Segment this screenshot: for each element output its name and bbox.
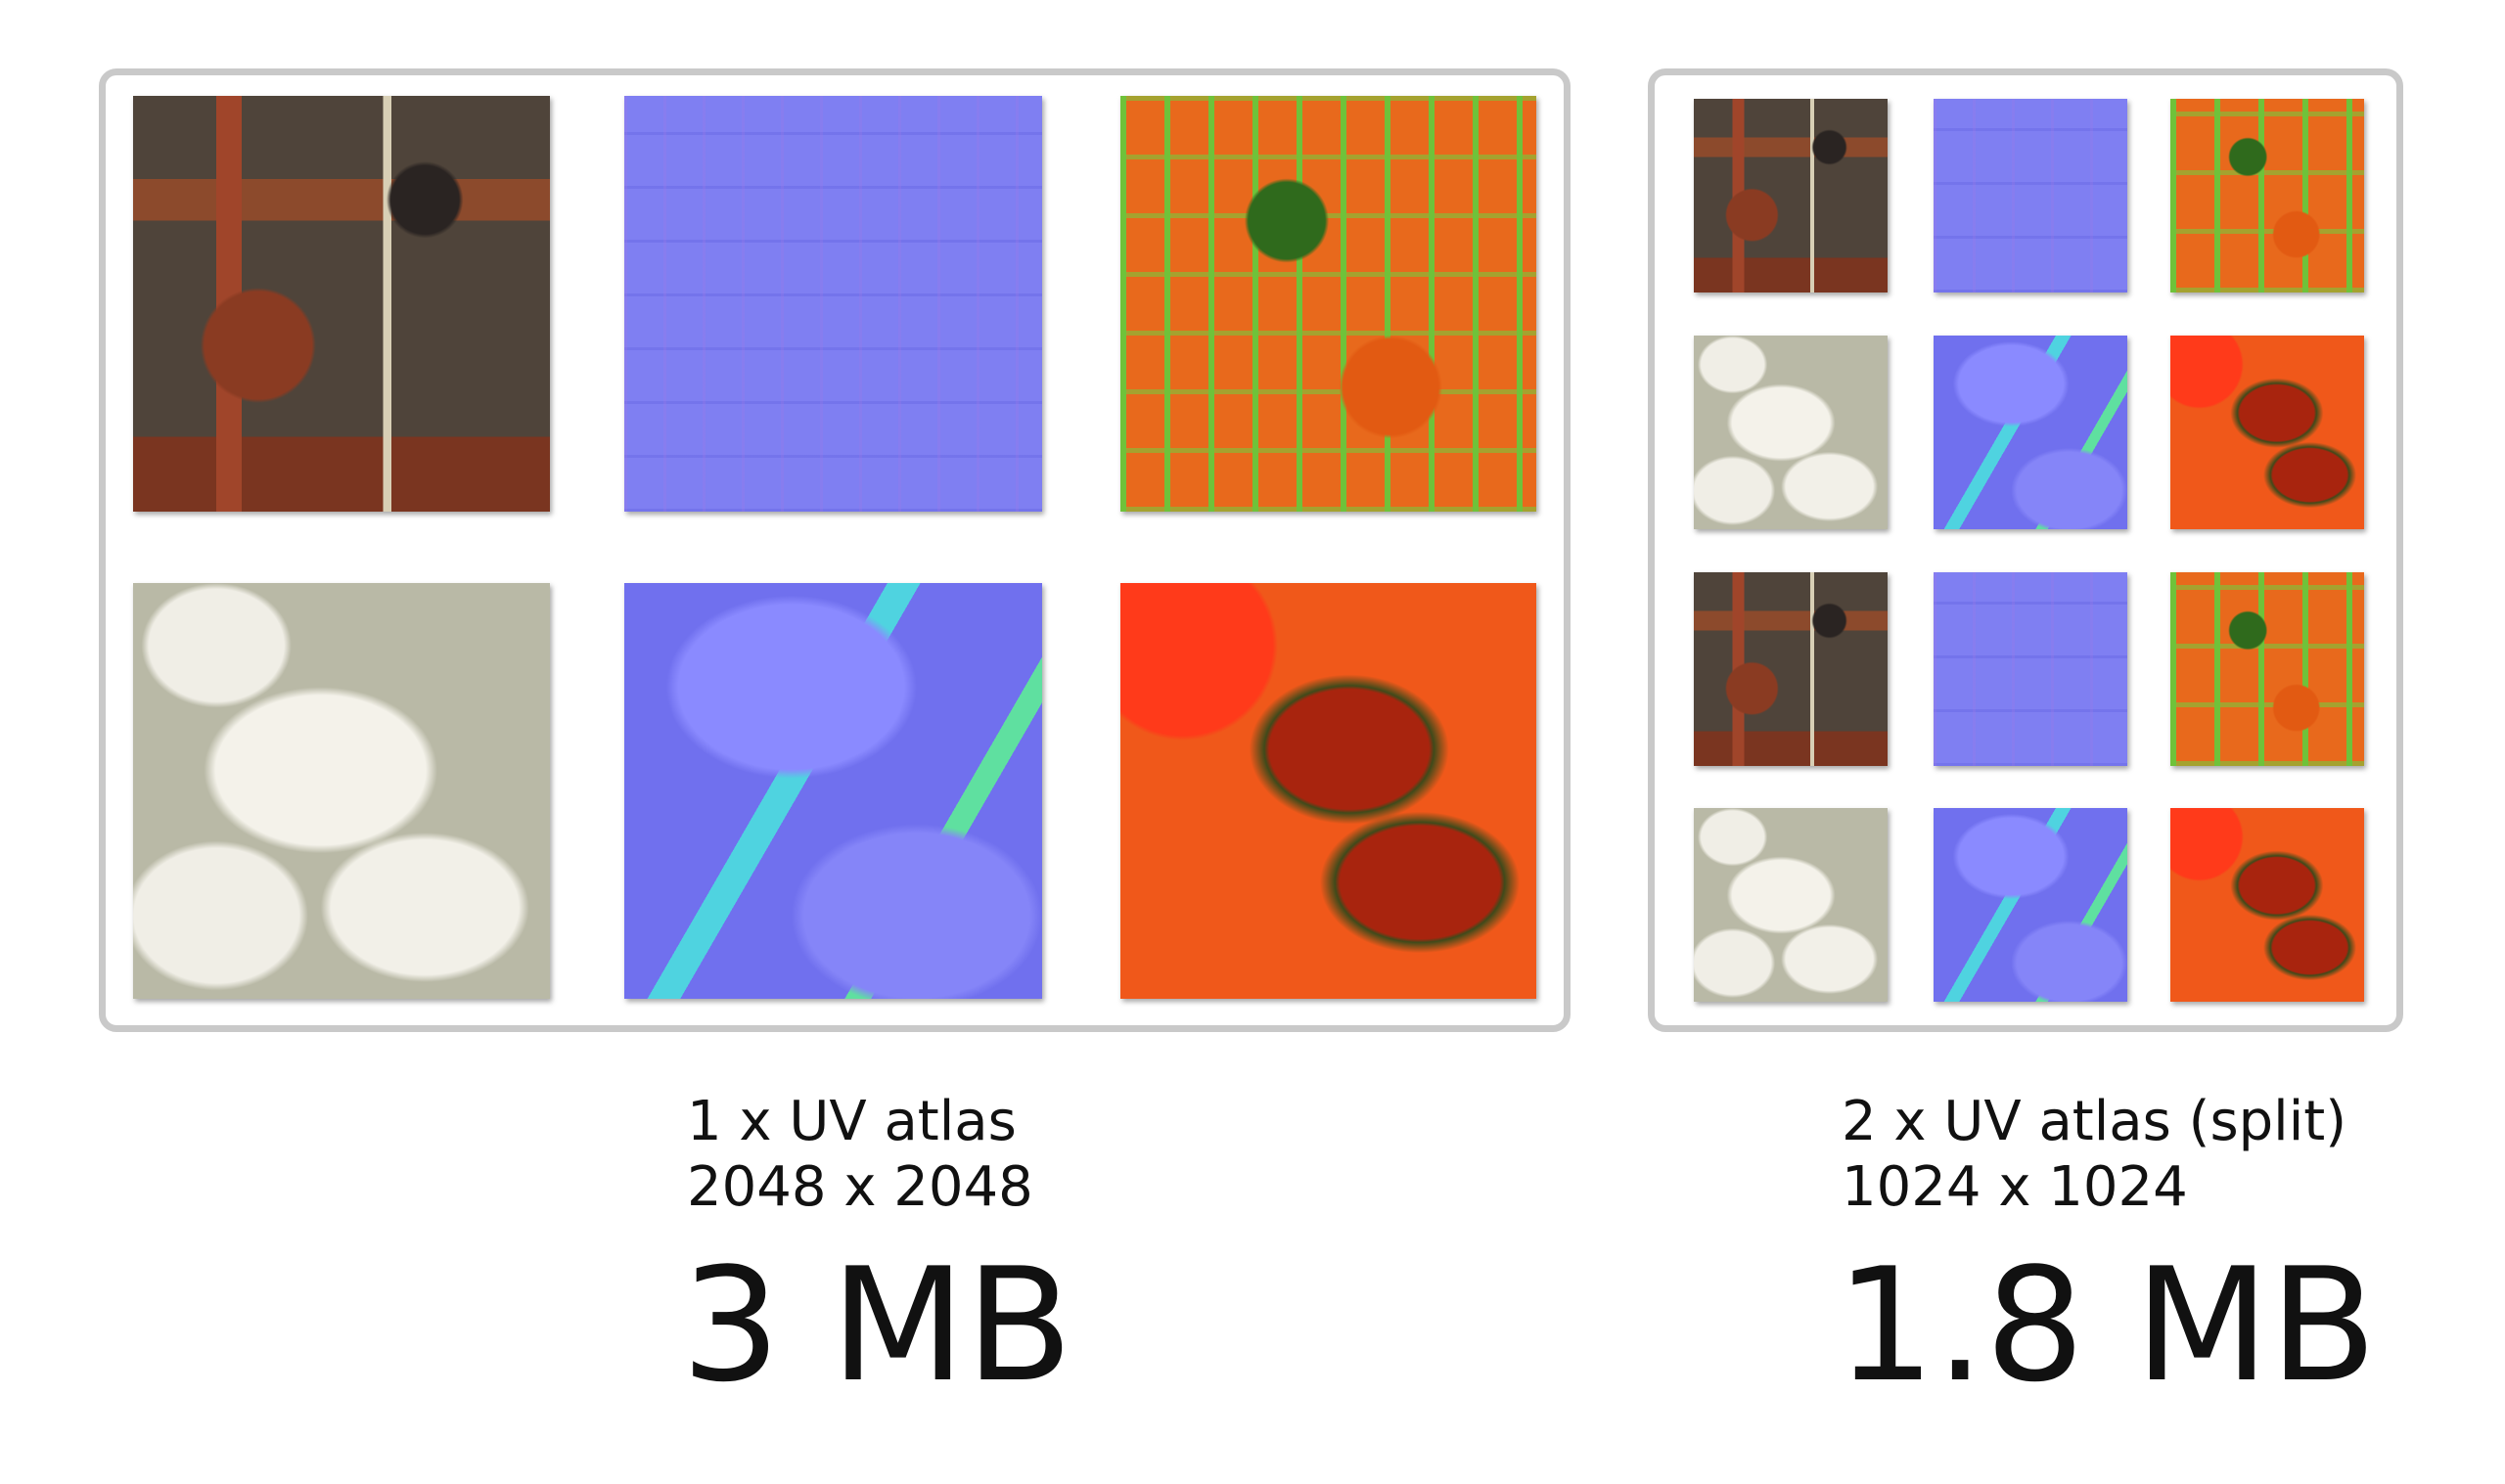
texture: [1694, 99, 1888, 292]
texture: [624, 583, 1042, 999]
caption: 2 x UV atlas (split): [1842, 1090, 2347, 1153]
texture: [1934, 808, 2127, 1002]
file-size: 3 MB: [681, 1234, 1073, 1417]
split-atlas-panel: [1648, 68, 2403, 1032]
texture: [1934, 572, 2127, 766]
texture: [133, 96, 550, 512]
texture: [1694, 336, 1888, 529]
caption: 1 x UV atlas: [687, 1090, 1017, 1153]
texture: [2170, 808, 2364, 1002]
file-size: 1.8 MB: [1836, 1234, 2378, 1417]
caption: 2048 x 2048: [687, 1155, 1033, 1219]
texture: [1120, 96, 1536, 512]
texture: [624, 96, 1042, 512]
texture: [1120, 583, 1536, 999]
texture: [133, 583, 550, 999]
single-atlas-panel: [99, 68, 1571, 1032]
texture: [2170, 99, 2364, 292]
texture: [1694, 572, 1888, 766]
texture: [1694, 808, 1888, 1002]
texture: [1934, 336, 2127, 529]
texture: [1934, 99, 2127, 292]
texture: [2170, 572, 2364, 766]
texture: [2170, 336, 2364, 529]
caption: 1024 x 1024: [1842, 1155, 2188, 1219]
